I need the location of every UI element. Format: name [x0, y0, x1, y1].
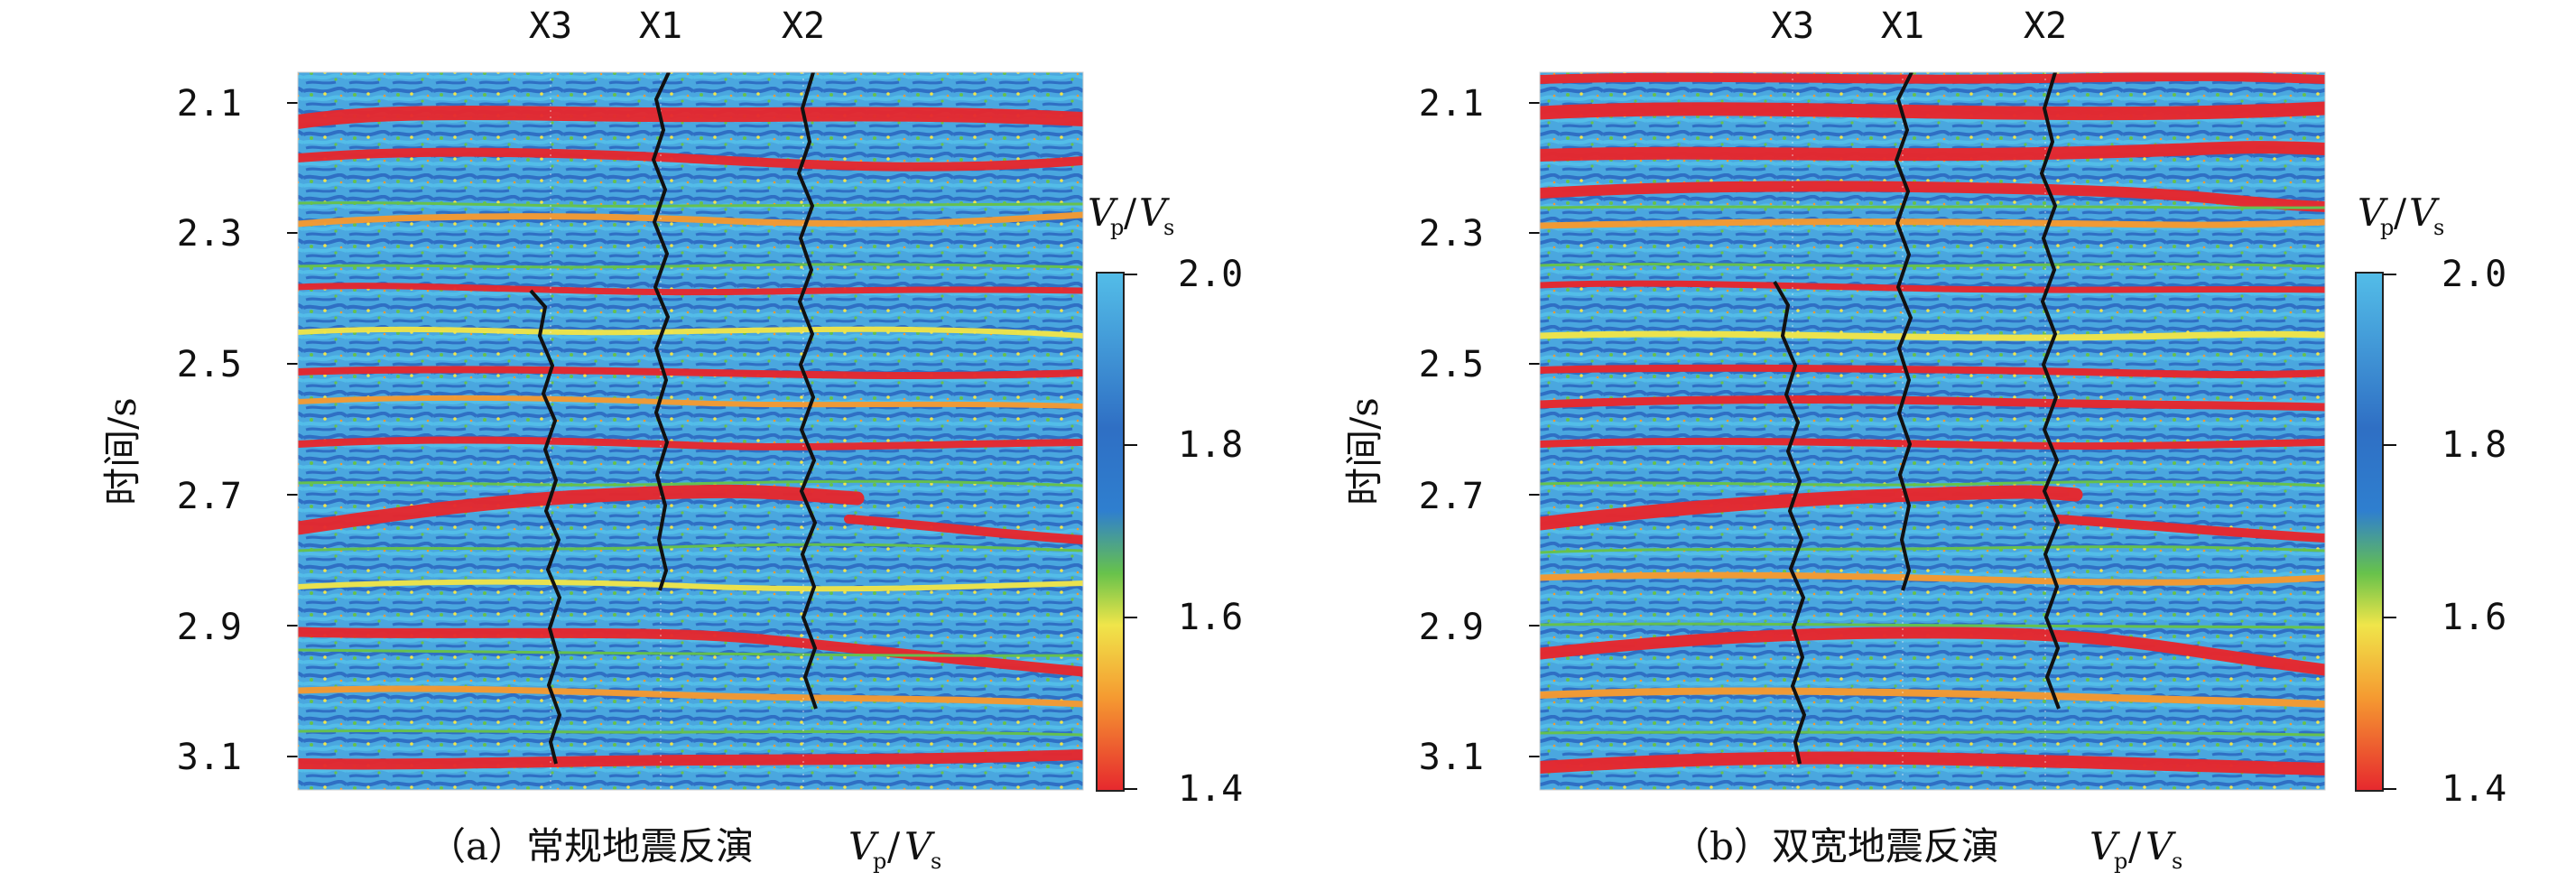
y-tick-3-1-a: 3.1 [177, 737, 242, 778]
colorbar-tick-1-6-a: 1.6 [1178, 597, 1243, 638]
seismic-section-a [298, 72, 1083, 790]
y-tick-3-1-b: 3.1 [1419, 737, 1484, 778]
colorbar-title-sub2-b: s [2433, 215, 2444, 240]
colorbar-title-slash-b: / [2394, 190, 2407, 235]
well-label-x1-b: X1 [1881, 5, 1924, 47]
colorbar-a: V p / V s 2.0 1.8 1.6 1.4 [1088, 190, 1243, 810]
colorbar-tick-1-6-b: 1.6 [2442, 597, 2507, 638]
y-tick-2-3-b: 2.3 [1419, 213, 1484, 255]
well-label-x3-a: X3 [529, 5, 572, 47]
y-tick-2-7-a: 2.7 [177, 476, 242, 517]
colorbar-title-slash-a: / [1124, 190, 1137, 235]
y-tick-2-3-a: 2.3 [177, 213, 242, 255]
caption-sub2-a: s [931, 849, 941, 874]
caption-prefix-a: （a）常规地震反演 [428, 824, 754, 868]
colorbar-title-sub2-a: s [1163, 215, 1174, 240]
y-tick-2-5-b: 2.5 [1419, 344, 1484, 385]
y-axis-label-a: 时间/s [100, 397, 144, 506]
colorbar-title-sub1-a: p [1110, 215, 1124, 240]
colorbar-title-var2-b: V [2409, 190, 2440, 235]
caption-slash-b: / [2128, 824, 2142, 868]
y-tick-2-9-a: 2.9 [177, 607, 242, 648]
caption-var1-b: V [2090, 824, 2120, 868]
well-label-x3-b: X3 [1771, 5, 1814, 47]
colorbar-tick-2-0-a: 2.0 [1178, 254, 1243, 295]
colorbar-title-var1-a: V [1088, 190, 1118, 235]
caption-a: （a）常规地震反演 V p / V s [428, 824, 941, 874]
colorbar-title-sub1-b: p [2380, 215, 2394, 240]
seismic-section-b [1540, 72, 2325, 790]
colorbar-title-var2-a: V [1139, 190, 1170, 235]
panel-a: X3 X1 X2 时间/s 2.1 2.3 2.5 2.7 2.9 3.1 [100, 5, 1243, 874]
colorbar-tick-1-8-a: 1.8 [1178, 424, 1243, 466]
y-tick-2-9-b: 2.9 [1419, 607, 1484, 648]
colorbar-tick-2-0-b: 2.0 [2442, 254, 2507, 295]
panel-b: X3 X1 X2 时间/s 2.1 2.3 2.5 2.7 2.9 3.1 [1342, 5, 2507, 874]
caption-var1-a: V [848, 824, 879, 868]
caption-b: （b）双宽地震反演 V p / V s [1672, 824, 2182, 874]
y-tick-2-7-b: 2.7 [1419, 476, 1484, 517]
colorbar-gradient-b [2355, 272, 2384, 792]
y-ticks-b: 2.1 2.3 2.5 2.7 2.9 3.1 [1419, 83, 1540, 778]
caption-prefix-b: （b）双宽地震反演 [1672, 824, 1999, 868]
colorbar-tick-1-4-b: 1.4 [2442, 768, 2507, 810]
caption-sub1-a: p [873, 849, 886, 874]
y-tick-2-1-a: 2.1 [177, 83, 242, 125]
colorbar-tick-1-8-b: 1.8 [2442, 424, 2507, 466]
caption-var2-a: V [904, 824, 935, 868]
caption-sub2-b: s [2172, 849, 2182, 874]
colorbar-b: V p / V s 2.0 1.8 1.6 1.4 [2355, 190, 2507, 810]
caption-slash-a: / [887, 824, 901, 868]
well-label-x2-b: X2 [2024, 5, 2067, 47]
well-label-x2-a: X2 [782, 5, 825, 47]
well-label-x1-a: X1 [639, 5, 682, 47]
caption-var2-b: V [2145, 824, 2176, 868]
y-tick-2-1-b: 2.1 [1419, 83, 1484, 125]
colorbar-gradient-a [1096, 272, 1125, 792]
caption-sub1-b: p [2114, 849, 2127, 874]
y-ticks-a: 2.1 2.3 2.5 2.7 2.9 3.1 [177, 83, 298, 778]
y-tick-2-5-a: 2.5 [177, 344, 242, 385]
colorbar-tick-1-4-a: 1.4 [1178, 768, 1243, 810]
y-axis-label-b: 时间/s [1342, 397, 1386, 506]
colorbar-title-var1-b: V [2358, 190, 2388, 235]
